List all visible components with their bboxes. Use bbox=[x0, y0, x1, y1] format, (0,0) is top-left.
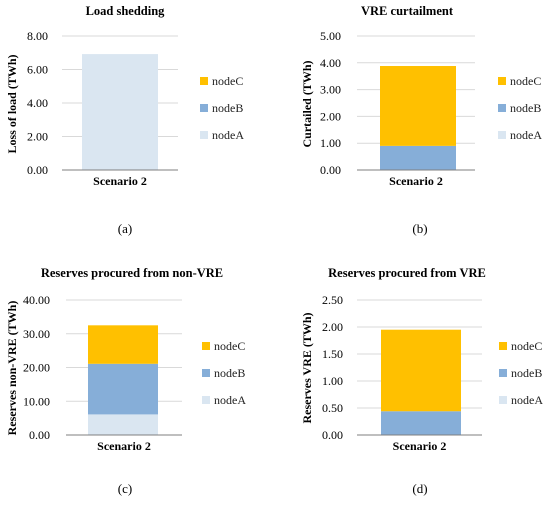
legend-swatch-nodeA bbox=[499, 396, 507, 404]
y-tick-label: 0.00 bbox=[320, 163, 341, 177]
legend-swatch-nodeA bbox=[498, 131, 506, 139]
chart-panel-b: VRE curtailment Curtailed (TWh) 0.00 1.00… bbox=[275, 0, 550, 248]
bar-segment-nodeC bbox=[88, 325, 158, 364]
legend: nodeC nodeB nodeA bbox=[202, 339, 246, 407]
legend-label-nodeC: nodeC bbox=[214, 339, 245, 353]
y-tick-label: 30.00 bbox=[23, 327, 50, 341]
legend-label-nodeA: nodeA bbox=[214, 393, 246, 407]
chart-c-svg: Reserves procured from non-VRE Reserves … bbox=[5, 266, 246, 496]
bar-segment-nodeB bbox=[381, 411, 461, 435]
y-tick-label: 40.00 bbox=[23, 293, 50, 307]
bar-segment-nodeC bbox=[381, 329, 461, 412]
y-tick-label: 5.00 bbox=[320, 29, 341, 43]
legend-label-nodeB: nodeB bbox=[510, 101, 541, 115]
chart-title: Reserves procured from non-VRE bbox=[41, 266, 223, 280]
legend-swatch-nodeB bbox=[498, 104, 506, 112]
y-tick-label: 0.50 bbox=[322, 401, 343, 415]
chart-b-svg: VRE curtailment Curtailed (TWh) 0.00 1.00… bbox=[300, 4, 542, 236]
panel-caption: (b) bbox=[412, 221, 427, 236]
y-tick-label: 8.00 bbox=[27, 29, 48, 43]
chart-panel-a: Load shedding Loss of load (TWh) 0.00 2.0… bbox=[0, 0, 275, 248]
legend-swatch-nodeA bbox=[202, 396, 210, 404]
legend: nodeC nodeB nodeA bbox=[499, 339, 543, 407]
legend-label-nodeC: nodeC bbox=[511, 339, 542, 353]
x-category-label: Scenario 2 bbox=[393, 439, 447, 453]
bar-segment-nodeA bbox=[88, 414, 158, 435]
bar-segment-nodeA bbox=[82, 54, 158, 171]
legend-label-nodeC: nodeC bbox=[510, 74, 541, 88]
x-category-label: Scenario 2 bbox=[93, 174, 147, 188]
x-category-label: Scenario 2 bbox=[97, 439, 151, 453]
y-axis-label: Reserves non-VRE (TWh) bbox=[5, 301, 19, 436]
legend: nodeC nodeB nodeA bbox=[200, 74, 244, 142]
panel-caption: (d) bbox=[412, 481, 427, 496]
legend-label-nodeB: nodeB bbox=[511, 366, 542, 380]
bar-segment-nodeC bbox=[380, 66, 456, 146]
y-tick-label: 2.00 bbox=[27, 130, 48, 144]
bar-stack bbox=[82, 54, 158, 171]
legend-swatch-nodeC bbox=[498, 77, 506, 85]
legend-swatch-nodeC bbox=[200, 77, 208, 85]
y-tick-label: 20.00 bbox=[23, 361, 50, 375]
y-axis-ticks: 0.00 1.00 2.00 3.00 4.00 5.00 bbox=[320, 29, 341, 177]
chart-title: Reserves procured from VRE bbox=[328, 266, 486, 280]
bar-stack bbox=[88, 325, 158, 435]
legend-swatch-nodeB bbox=[499, 369, 507, 377]
y-tick-label: 10.00 bbox=[23, 394, 50, 408]
bar-stack bbox=[381, 329, 461, 435]
panel-caption: (a) bbox=[118, 221, 132, 236]
y-axis-ticks: 0.00 10.00 20.00 30.00 40.00 bbox=[23, 293, 50, 442]
panel-caption: (c) bbox=[118, 481, 132, 496]
y-tick-label: 2.00 bbox=[322, 320, 343, 334]
y-axis-label: Loss of load (TWh) bbox=[5, 54, 19, 153]
y-tick-label: 0.00 bbox=[322, 428, 343, 442]
chart-title: Load shedding bbox=[86, 4, 166, 18]
legend-label-nodeB: nodeB bbox=[212, 101, 243, 115]
y-tick-label: 2.50 bbox=[322, 293, 343, 307]
y-tick-label: 2.00 bbox=[320, 109, 341, 123]
legend-swatch-nodeA bbox=[200, 131, 208, 139]
bar-stack bbox=[380, 66, 456, 170]
legend-swatch-nodeB bbox=[202, 369, 210, 377]
bar-segment-nodeB bbox=[380, 145, 456, 170]
legend-label-nodeA: nodeA bbox=[511, 393, 543, 407]
legend: nodeC nodeB nodeA bbox=[498, 74, 542, 142]
y-tick-label: 3.00 bbox=[320, 83, 341, 97]
bar-segment-nodeB bbox=[88, 363, 158, 415]
chart-d-svg: Reserves procured from VRE Reserves VRE … bbox=[300, 266, 543, 496]
y-tick-label: 4.00 bbox=[320, 56, 341, 70]
chart-a-svg: Load shedding Loss of load (TWh) 0.00 2.0… bbox=[5, 4, 244, 236]
chart-title: VRE curtailment bbox=[361, 4, 454, 18]
chart-panel-d: Reserves procured from VRE Reserves VRE … bbox=[275, 262, 550, 510]
legend-swatch-nodeB bbox=[200, 104, 208, 112]
y-tick-label: 1.50 bbox=[322, 347, 343, 361]
legend-label-nodeA: nodeA bbox=[510, 128, 542, 142]
y-tick-label: 0.00 bbox=[29, 428, 50, 442]
legend-label-nodeA: nodeA bbox=[212, 128, 244, 142]
chart-panel-c: Reserves procured from non-VRE Reserves … bbox=[0, 262, 275, 510]
legend-swatch-nodeC bbox=[202, 342, 210, 350]
y-tick-label: 4.00 bbox=[27, 96, 48, 110]
x-category-label: Scenario 2 bbox=[389, 174, 443, 188]
y-axis-ticks: 0.00 0.50 1.00 1.50 2.00 2.50 bbox=[322, 293, 343, 442]
y-tick-label: 6.00 bbox=[27, 63, 48, 77]
y-axis-ticks: 0.00 2.00 4.00 6.00 8.00 bbox=[27, 29, 48, 177]
y-axis-label: Reserves VRE (TWh) bbox=[300, 312, 314, 423]
legend-label-nodeC: nodeC bbox=[212, 74, 243, 88]
y-tick-label: 1.00 bbox=[320, 136, 341, 150]
y-axis-label: Curtailed (TWh) bbox=[300, 60, 314, 147]
legend-swatch-nodeC bbox=[499, 342, 507, 350]
legend-label-nodeB: nodeB bbox=[214, 366, 245, 380]
y-tick-label: 1.00 bbox=[322, 374, 343, 388]
y-tick-label: 0.00 bbox=[27, 163, 48, 177]
